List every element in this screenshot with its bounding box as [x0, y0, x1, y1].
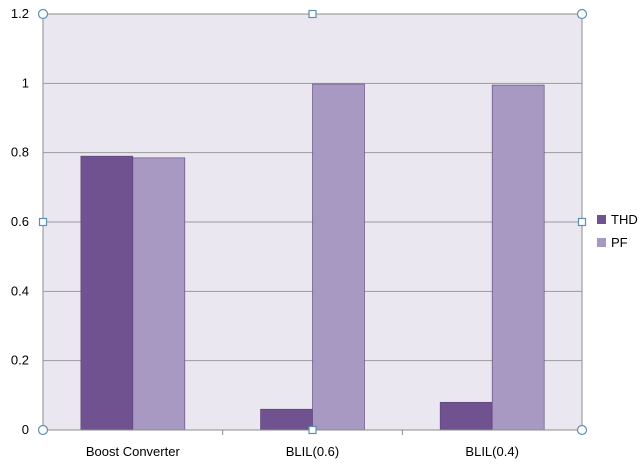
bar-pf [491, 84, 545, 431]
legend-swatch-pf [597, 238, 606, 247]
bar-thd [260, 408, 313, 431]
y-tick-label: 0.2 [11, 353, 29, 368]
y-tick-label: 0.6 [11, 214, 29, 229]
resize-handle-corner[interactable] [37, 424, 49, 436]
y-tick-label: 1 [22, 75, 29, 90]
resize-handle-edge[interactable] [308, 9, 317, 19]
resize-handle-corner[interactable] [37, 8, 49, 20]
x-tick-label: BLIL(0.4) [465, 444, 518, 459]
x-tick-label: Boost Converter [86, 444, 181, 459]
resize-handle-edge[interactable] [308, 425, 317, 435]
legend: THD PF [597, 212, 638, 250]
resize-handle-corner[interactable] [576, 8, 588, 20]
y-tick-label: 0 [22, 422, 29, 437]
y-tick-label: 0.4 [11, 283, 29, 298]
axes: 0 0.2 0.4 0.6 0.8 1 1.2 Boost Converter BLIL(0.6… [11, 6, 582, 459]
x-tick-label: BLIL(0.6) [286, 444, 339, 459]
legend-label: PF [611, 235, 628, 250]
bar-pf [132, 157, 186, 431]
bar-thd [439, 401, 493, 431]
y-tick-label: 1.2 [11, 6, 29, 21]
legend-swatch-thd [597, 215, 606, 224]
resize-handle-corner[interactable] [576, 424, 588, 436]
legend-label: THD [611, 212, 638, 227]
resize-handle-edge[interactable] [577, 217, 587, 227]
resize-handle-edge[interactable] [38, 217, 48, 227]
bar-thd [80, 155, 134, 431]
selection-handles[interactable] [37, 8, 588, 436]
y-tick-label: 0.8 [11, 145, 29, 160]
bar-pf [312, 83, 365, 431]
bars [80, 83, 545, 431]
